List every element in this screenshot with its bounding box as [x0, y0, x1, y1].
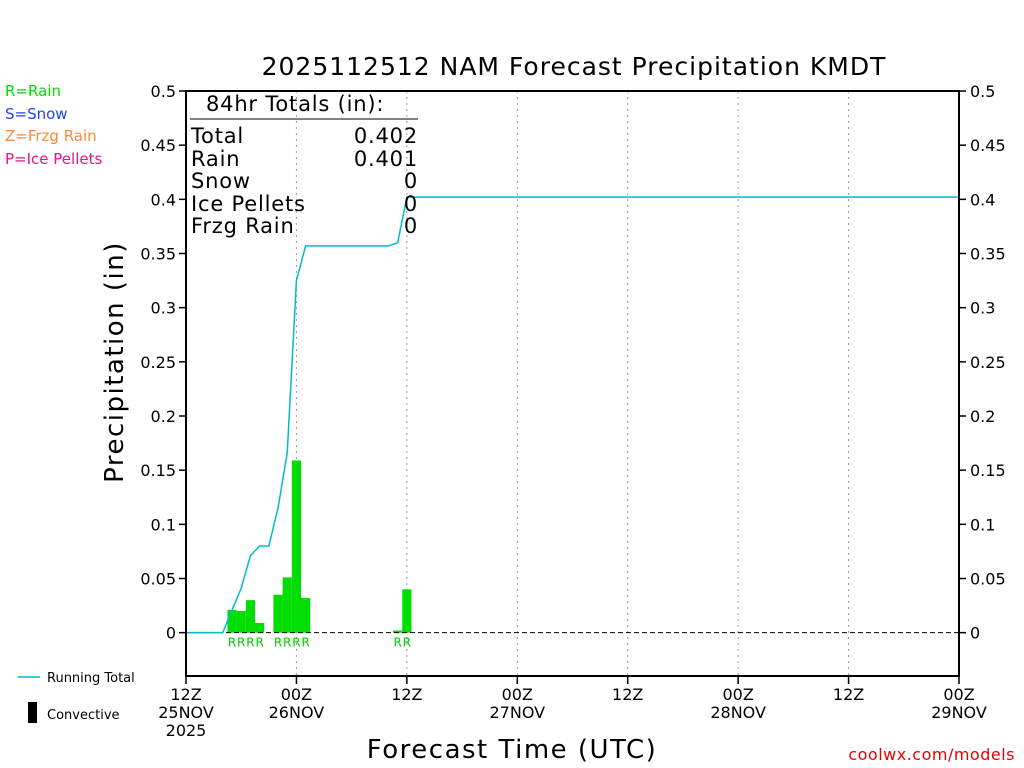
y-tick-label-left: 0.35: [140, 245, 176, 264]
precip-bar: [282, 577, 292, 633]
y-tick-label-right: 0.1: [970, 515, 995, 534]
legend-frzg-rain: Z=Frzg Rain: [5, 127, 97, 145]
precip-bar: [236, 611, 246, 633]
precip-type-mark: R: [393, 636, 401, 650]
totals-header: 84hr Totals (in):: [206, 92, 384, 116]
totals-label-ice-pellets: Ice Pellets: [191, 192, 306, 216]
x-tick-label: 12Z: [170, 685, 201, 704]
y-axis-label: Precipitation (in): [100, 241, 130, 483]
y-tick-label-right: 0.25: [970, 353, 1006, 372]
y-tick-label-left: 0.2: [151, 407, 176, 426]
totals-value-ice-pellets: 0: [404, 192, 418, 216]
running-total-legend-label: Running Total: [47, 671, 135, 686]
x-tick-label: 00Z: [722, 685, 753, 704]
x-tick-label: 25NOV: [158, 703, 214, 722]
x-tick-label: 12Z: [833, 685, 864, 704]
y-tick-label-left: 0.3: [151, 299, 176, 318]
y-axis-ticks: 0 00.05 0.050.1 0.10.15 0.150.2 0.20.25 0.250.…: [140, 82, 1005, 643]
y-tick-label-left: 0.4: [151, 190, 176, 209]
y-tick-label-left: 0.25: [140, 353, 176, 372]
x-tick-label: 00Z: [943, 685, 974, 704]
x-tick-label: 00Z: [502, 685, 533, 704]
precip-type-mark: R: [228, 636, 236, 650]
x-tick-label: 27NOV: [489, 703, 545, 722]
y-tick-label-right: 0.45: [970, 136, 1006, 155]
totals-label-total: Total: [190, 124, 244, 148]
precip-type-mark: R: [274, 636, 282, 650]
legend-ice-pellets: P=Ice Pellets: [5, 150, 102, 168]
precip-bar: [291, 460, 302, 633]
convective-legend-label: Convective: [47, 708, 120, 723]
credit-text: coolwx.com/models: [848, 745, 1015, 764]
series-legend: Running Total Convective: [18, 671, 135, 723]
x-tick-label: 2025: [166, 721, 207, 740]
precip-type-mark: R: [237, 636, 245, 650]
x-tick-label: 29NOV: [931, 703, 987, 722]
y-tick-label-right: 0.4: [970, 190, 995, 209]
y-tick-label-left: 0.15: [140, 461, 176, 480]
precip-bar: [393, 630, 403, 633]
y-tick-label-right: 0.35: [970, 245, 1006, 264]
precip-type-mark: R: [403, 636, 411, 650]
totals-box: 84hr Totals (in): Total 0.402 Rain 0.401…: [190, 92, 418, 238]
y-tick-label-left: 0: [166, 624, 176, 643]
totals-value-snow: 0: [404, 169, 418, 193]
precip-bar: [402, 589, 412, 633]
y-tick-label-left: 0.1: [151, 515, 176, 534]
totals-label-rain: Rain: [191, 147, 240, 171]
x-tick-label: 26NOV: [269, 703, 325, 722]
convective-legend-swatch: [28, 702, 37, 723]
precip-type-mark: R: [255, 636, 263, 650]
legend-rain: R=Rain: [5, 82, 61, 100]
plot-frame: [185, 90, 960, 677]
totals-value-total: 0.402: [354, 124, 418, 148]
y-tick-label-left: 0.45: [140, 136, 176, 155]
chart-title: 2025112512 NAM Forecast Precipitation KM…: [262, 52, 887, 81]
running-total-line: [186, 196, 959, 634]
totals-value-rain: 0.401: [354, 147, 418, 171]
precip-type-mark: R: [301, 636, 309, 650]
y-tick-label-right: 0.15: [970, 461, 1006, 480]
y-tick-label-right: 0: [970, 624, 980, 643]
totals-label-snow: Snow: [191, 169, 251, 193]
y-tick-label-right: 0.05: [970, 570, 1006, 589]
precip-bar: [273, 594, 283, 633]
x-tick-label: 12Z: [612, 685, 643, 704]
precip-bar: [245, 600, 256, 633]
precip-type-mark: R: [292, 636, 300, 650]
y-tick-label-left: 0.05: [140, 570, 176, 589]
precip-bars: [227, 460, 412, 633]
precip-bar: [301, 598, 311, 633]
y-tick-label-left: 0.5: [151, 82, 176, 101]
grid-lines: [295, 91, 850, 676]
legend-snow: S=Snow: [5, 105, 68, 123]
precip-bar: [255, 622, 265, 633]
x-tick-label: 28NOV: [710, 703, 766, 722]
y-tick-label-right: 0.2: [970, 407, 995, 426]
totals-label-frzg-rain: Frzg Rain: [191, 214, 295, 238]
precip-type-mark: R: [246, 636, 254, 650]
precip-type-legend: R=Rain S=Snow Z=Frzg Rain P=Ice Pellets: [5, 82, 102, 168]
x-tick-label: 12Z: [391, 685, 422, 704]
y-tick-label-right: 0.3: [970, 299, 995, 318]
precip-type-mark: R: [283, 636, 291, 650]
y-tick-label-right: 0.5: [970, 82, 995, 101]
x-axis-label: Forecast Time (UTC): [367, 735, 658, 765]
totals-value-frzg-rain: 0: [404, 214, 418, 238]
precip-bar: [227, 609, 237, 633]
x-tick-label: 00Z: [281, 685, 312, 704]
